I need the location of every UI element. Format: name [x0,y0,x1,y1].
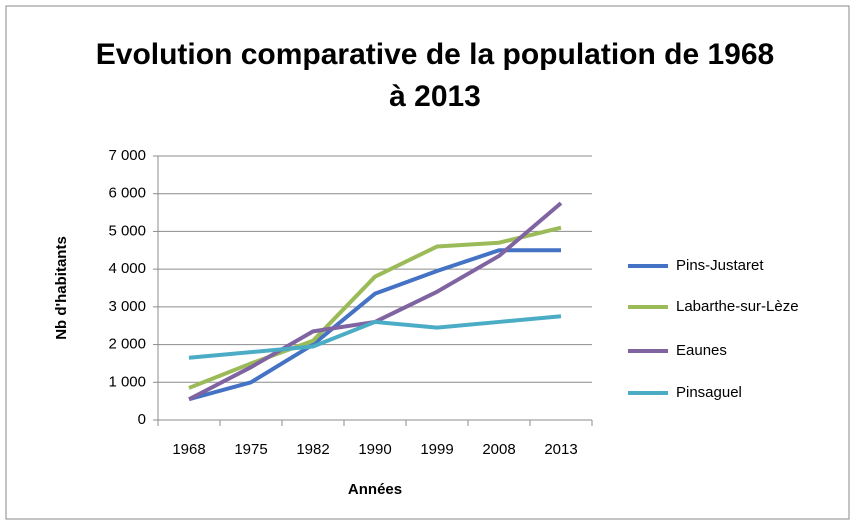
y-tick-label: 0 [138,411,146,428]
chart-title: Evolution comparative de la population d… [95,38,775,113]
data-line [188,314,562,360]
legend-label: Pinsaguel [676,384,742,401]
data-line [188,201,563,402]
y-tick-label: 6 000 [108,185,146,202]
y-tick-label: 4 000 [108,260,146,277]
data-line [188,248,561,402]
x-tick-label: 1968 [172,441,205,458]
legend-label: Pins-Justaret [676,257,764,274]
data-line [188,225,562,390]
y-tick-label: 5 000 [108,222,146,239]
x-tick-label: 1990 [358,441,391,458]
y-tick-label: 7 000 [108,147,146,164]
legend-label: Eaunes [676,342,727,359]
x-tick-label: 2008 [482,441,515,458]
chart-border [5,5,850,520]
x-tick-label: 1999 [420,441,453,458]
y-tick-label: 2 000 [108,336,146,353]
x-axis-label: Années [348,481,402,498]
legend-label: Labarthe-sur-Lèze [676,298,799,315]
x-tick-label: 1982 [296,441,329,458]
y-tick-label: 1 000 [108,373,146,390]
x-tick-label: 2013 [544,441,577,458]
y-tick-label: 3 000 [108,298,146,315]
y-axis-label: Nb d'habitants [53,236,70,340]
x-tick-label: 1975 [234,441,267,458]
